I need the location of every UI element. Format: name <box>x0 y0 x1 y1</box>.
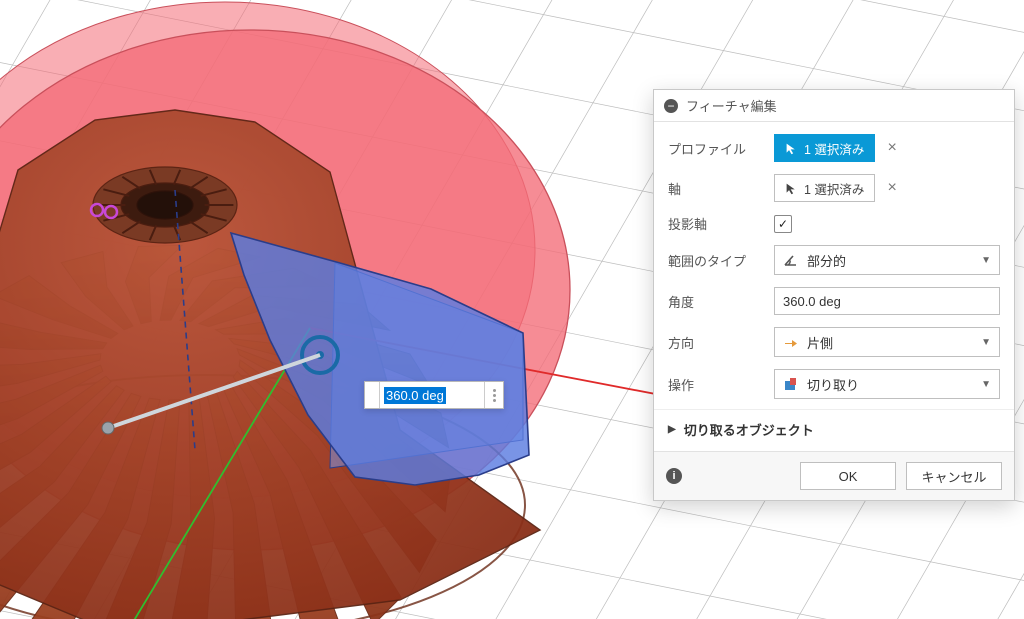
ok-button[interactable]: OK <box>800 462 896 490</box>
chevron-down-icon: ▼ <box>981 379 991 390</box>
label-extent-type: 範囲のタイプ <box>668 251 764 270</box>
label-profile: プロファイル <box>668 139 764 158</box>
axis-clear[interactable]: × <box>883 179 900 197</box>
axis-selection-chip[interactable]: 1 選択済み <box>774 174 875 202</box>
row-project-axis: 投影軸 ✓ <box>654 208 1014 239</box>
row-direction: 方向 片側 ▼ <box>654 321 1014 363</box>
row-operation: 操作 切り取り ▼ <box>654 363 1014 405</box>
cursor-icon <box>785 142 798 155</box>
chevron-down-icon: ▼ <box>981 337 991 348</box>
label-angle: 角度 <box>668 292 764 311</box>
angle-icon <box>783 252 799 268</box>
extent-type-dropdown[interactable]: 部分的 ▼ <box>774 245 1000 275</box>
label-direction: 方向 <box>668 333 764 352</box>
profile-selection-chip[interactable]: 1 選択済み <box>774 134 875 162</box>
project-axis-checkbox[interactable]: ✓ <box>774 215 792 233</box>
operation-dropdown[interactable]: 切り取り ▼ <box>774 369 1000 399</box>
feature-edit-dialog: − フィーチャ編集 プロファイル 1 選択済み × 軸 <box>653 89 1015 501</box>
row-angle: 角度 360.0 deg <box>654 281 1014 321</box>
label-operation: 操作 <box>668 375 764 394</box>
cancel-button[interactable]: キャンセル <box>906 462 1002 490</box>
direction-dropdown[interactable]: 片側 ▼ <box>774 327 1000 357</box>
collapse-icon[interactable]: − <box>664 99 678 113</box>
one-side-icon <box>783 334 799 350</box>
dialog-footer: i OK キャンセル <box>654 451 1014 500</box>
inline-input-menu[interactable] <box>484 382 503 408</box>
row-axis: 軸 1 選択済み × <box>654 168 1014 208</box>
viewport-3d[interactable]: 360.0 deg − フィーチャ編集 プロファイル 1 選択済み × <box>0 0 1024 619</box>
profile-clear[interactable]: × <box>883 139 900 157</box>
label-axis: 軸 <box>668 179 764 198</box>
inline-input-value[interactable]: 360.0 deg <box>380 388 484 403</box>
row-extent-type: 範囲のタイプ 部分的 ▼ <box>654 239 1014 281</box>
objects-to-cut-expander[interactable]: ▶ 切り取るオブジェクト <box>654 409 1014 451</box>
cursor-icon <box>785 182 798 195</box>
inline-input-handle[interactable] <box>365 382 380 408</box>
label-project-axis: 投影軸 <box>668 214 764 233</box>
chevron-down-icon: ▼ <box>981 255 991 266</box>
dialog-body: プロファイル 1 選択済み × 軸 <box>654 122 1014 409</box>
angle-inline-input[interactable]: 360.0 deg <box>364 381 504 409</box>
dialog-titlebar[interactable]: − フィーチャ編集 <box>654 90 1014 122</box>
expand-triangle-icon: ▶ <box>668 424 676 435</box>
row-profile: プロファイル 1 選択済み × <box>654 128 1014 168</box>
info-icon[interactable]: i <box>666 468 682 484</box>
angle-input[interactable]: 360.0 deg <box>774 287 1000 315</box>
dialog-title: フィーチャ編集 <box>686 96 777 115</box>
cut-icon <box>783 376 799 392</box>
